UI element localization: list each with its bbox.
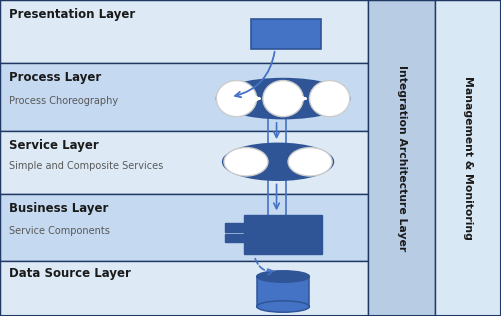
Text: Process Choreography: Process Choreography xyxy=(9,96,118,106)
Bar xyxy=(0,63,368,131)
Text: Service Layer: Service Layer xyxy=(9,139,99,152)
Ellipse shape xyxy=(223,143,333,180)
Bar xyxy=(244,215,322,254)
Ellipse shape xyxy=(224,148,268,176)
Bar xyxy=(0,261,368,316)
Text: Service Components: Service Components xyxy=(9,226,110,236)
Text: Process Layer: Process Layer xyxy=(9,71,101,84)
Text: Integration Architecture Layer: Integration Architecture Layer xyxy=(397,65,406,251)
Ellipse shape xyxy=(263,81,303,117)
Bar xyxy=(0,131,368,194)
Text: Management & Monitoring: Management & Monitoring xyxy=(463,76,473,240)
Text: Simple and Composite Services: Simple and Composite Services xyxy=(9,161,163,172)
Bar xyxy=(368,0,435,316)
Ellipse shape xyxy=(310,81,350,117)
Bar xyxy=(225,234,244,242)
Text: Business Layer: Business Layer xyxy=(9,202,108,215)
Bar xyxy=(0,0,368,63)
Ellipse shape xyxy=(216,81,257,117)
Ellipse shape xyxy=(288,148,332,176)
Bar xyxy=(435,0,501,316)
Bar xyxy=(225,223,244,232)
Bar xyxy=(0,194,368,261)
Text: Data Source Layer: Data Source Layer xyxy=(9,267,131,280)
Ellipse shape xyxy=(216,79,349,118)
Bar xyxy=(250,19,321,49)
Ellipse shape xyxy=(257,301,309,312)
Text: Presentation Layer: Presentation Layer xyxy=(9,8,135,21)
Ellipse shape xyxy=(257,271,309,282)
Bar xyxy=(257,276,309,307)
